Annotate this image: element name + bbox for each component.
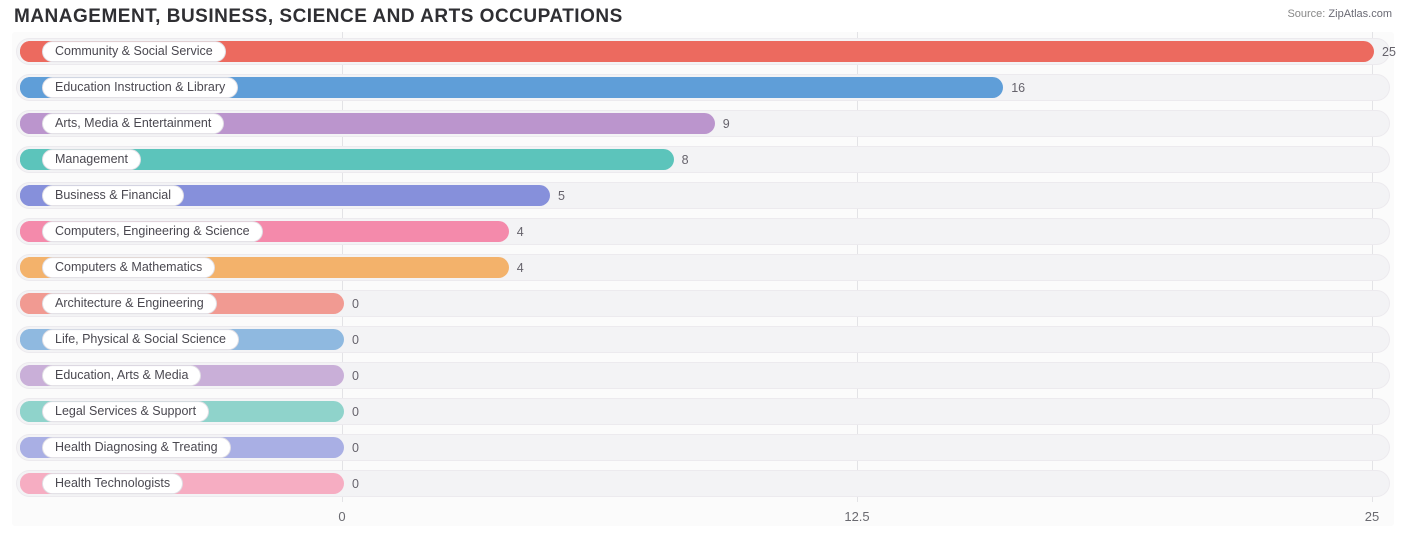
category-pill: Arts, Media & Entertainment bbox=[42, 113, 224, 135]
x-tick-label: 0 bbox=[338, 509, 345, 524]
category-pill: Business & Financial bbox=[42, 185, 184, 207]
source-attribution: Source: ZipAtlas.com bbox=[1287, 6, 1392, 20]
bar-value-label: 9 bbox=[723, 117, 730, 131]
chart-container: Community & Social Service25Education In… bbox=[0, 32, 1406, 526]
category-pill: Life, Physical & Social Science bbox=[42, 329, 239, 351]
bar-row: Life, Physical & Social Science 0 bbox=[14, 324, 1392, 355]
category-pill: Education Instruction & Library bbox=[42, 77, 238, 99]
bar-value-label: 5 bbox=[558, 189, 565, 203]
bar-value-label: 16 bbox=[1011, 81, 1025, 95]
bar-rows: Community & Social Service25Education In… bbox=[12, 36, 1394, 499]
bar-row: Computers, Engineering & Science 4 bbox=[14, 216, 1392, 247]
plot-area: Community & Social Service25Education In… bbox=[12, 32, 1394, 526]
category-pill: Community & Social Service bbox=[42, 41, 226, 63]
bar-value-label: 25 bbox=[1382, 45, 1396, 59]
bar-value-label: 4 bbox=[517, 261, 524, 275]
bar-row: Health Technologists 0 bbox=[14, 468, 1392, 499]
category-pill: Management bbox=[42, 149, 141, 171]
bar-value-label: 0 bbox=[352, 333, 359, 347]
bar-row: Arts, Media & Entertainment 9 bbox=[14, 108, 1392, 139]
category-pill: Health Technologists bbox=[42, 473, 183, 495]
chart-title: MANAGEMENT, BUSINESS, SCIENCE AND ARTS O… bbox=[14, 6, 623, 28]
bar-row: Education Instruction & Library 16 bbox=[14, 72, 1392, 103]
chart-header: MANAGEMENT, BUSINESS, SCIENCE AND ARTS O… bbox=[0, 0, 1406, 32]
category-pill: Computers & Mathematics bbox=[42, 257, 215, 279]
bar-value-label: 0 bbox=[352, 405, 359, 419]
bar-row: Architecture & Engineering 0 bbox=[14, 288, 1392, 319]
bar-row: Computers & Mathematics 4 bbox=[14, 252, 1392, 283]
x-axis: 0 12.5 25 bbox=[12, 504, 1394, 526]
x-tick-label: 25 bbox=[1365, 509, 1379, 524]
category-pill: Computers, Engineering & Science bbox=[42, 221, 263, 243]
bar-row: Education, Arts & Media 0 bbox=[14, 360, 1392, 391]
source-label: Source: bbox=[1287, 8, 1325, 20]
category-pill: Health Diagnosing & Treating bbox=[42, 437, 231, 459]
bar-value-label: 0 bbox=[352, 441, 359, 455]
bar-row: Community & Social Service25 bbox=[14, 36, 1392, 67]
bar-value-label: 0 bbox=[352, 369, 359, 383]
bar-value-label: 4 bbox=[517, 225, 524, 239]
category-pill: Legal Services & Support bbox=[42, 401, 209, 423]
category-pill: Architecture & Engineering bbox=[42, 293, 217, 315]
source-name: ZipAtlas.com bbox=[1328, 8, 1392, 20]
bar-value-label: 8 bbox=[682, 153, 689, 167]
bar-row: Legal Services & Support 0 bbox=[14, 396, 1392, 427]
category-pill: Education, Arts & Media bbox=[42, 365, 201, 387]
bar-row: Business & Financial 5 bbox=[14, 180, 1392, 211]
x-tick-label: 12.5 bbox=[844, 509, 869, 524]
bar-value-label: 0 bbox=[352, 477, 359, 491]
bar-row: Health Diagnosing & Treating 0 bbox=[14, 432, 1392, 463]
bar-row: Management 8 bbox=[14, 144, 1392, 175]
bar-value-label: 0 bbox=[352, 297, 359, 311]
